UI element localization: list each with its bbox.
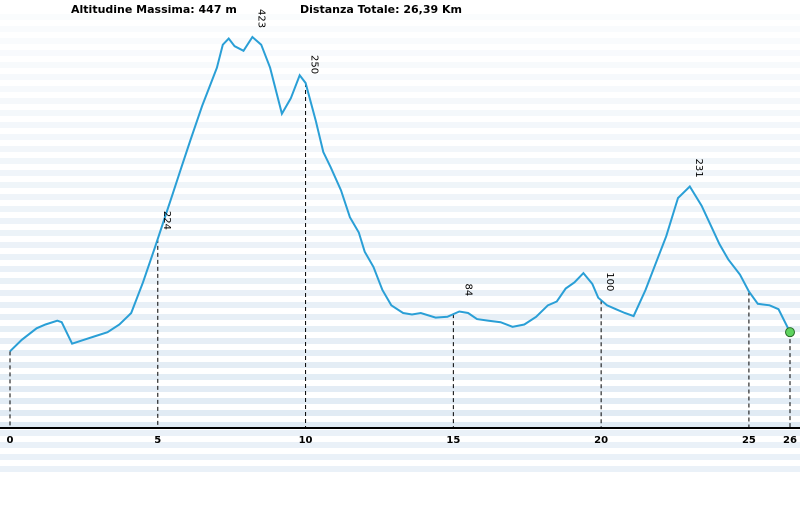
background-band (0, 182, 800, 188)
total-distance-label: Distanza Totale: 26,39 Km (300, 3, 462, 16)
background-bands (0, 14, 800, 472)
max-altitude-label: Altitudine Massima: 447 m (71, 3, 237, 16)
background-band (0, 74, 800, 80)
background-band (0, 194, 800, 200)
background-band (0, 98, 800, 104)
x-tick-label: 20 (594, 435, 608, 446)
x-tick-label: 10 (299, 435, 313, 446)
background-band (0, 26, 800, 32)
background-band (0, 122, 800, 128)
background-band (0, 242, 800, 248)
background-band (0, 206, 800, 212)
background-band (0, 398, 800, 404)
background-band (0, 278, 800, 284)
x-tick-label: 25 (742, 435, 756, 446)
background-band (0, 422, 800, 428)
background-band (0, 230, 800, 236)
background-band (0, 146, 800, 152)
background-band (0, 326, 800, 332)
background-band (0, 314, 800, 320)
elevation-line (9, 35, 791, 353)
peak-annotation-label: 423 (255, 9, 266, 28)
marker-lines (9, 83, 791, 428)
background-band (0, 170, 800, 176)
x-tick-label: 15 (446, 435, 460, 446)
x-axis-ticks: 0 5 10 15 20 25 26 (7, 435, 797, 446)
peak-annotation-label: 100 (604, 272, 615, 291)
background-band (0, 254, 800, 260)
background-band (0, 266, 800, 272)
background-band (0, 14, 800, 20)
background-band (0, 110, 800, 116)
background-band (0, 442, 800, 448)
background-band (0, 410, 800, 416)
background-band (0, 158, 800, 164)
background-band (0, 38, 800, 44)
background-band (0, 454, 800, 460)
x-tick-label: 26 (783, 435, 797, 446)
peak-annotations: 224 423 250 84 100 231 (161, 9, 704, 296)
max-altitude-caption: Altitudine Massima: (71, 3, 195, 16)
background-band (0, 218, 800, 224)
background-band (0, 350, 800, 356)
background-band (0, 62, 800, 68)
background-band (0, 50, 800, 56)
max-altitude-value: 447 m (198, 3, 237, 16)
background-band (0, 302, 800, 308)
background-band (0, 466, 800, 472)
background-band (0, 290, 800, 296)
x-tick-label: 5 (154, 435, 161, 446)
peak-annotation-label: 224 (161, 211, 172, 230)
background-band (0, 374, 800, 380)
peak-annotation-label: 231 (693, 159, 704, 178)
peak-annotation-label: 84 (462, 283, 473, 296)
background-band (0, 362, 800, 368)
peak-annotation-label: 250 (309, 55, 320, 74)
background-band (0, 338, 800, 344)
total-distance-value: 26,39 Km (403, 3, 462, 16)
background-band (0, 86, 800, 92)
background-band (0, 386, 800, 392)
x-tick-label: 0 (7, 435, 14, 446)
background-band (0, 134, 800, 140)
total-distance-caption: Distanza Totale: (300, 3, 400, 16)
background-band (0, 430, 800, 436)
end-point-marker (785, 327, 795, 338)
